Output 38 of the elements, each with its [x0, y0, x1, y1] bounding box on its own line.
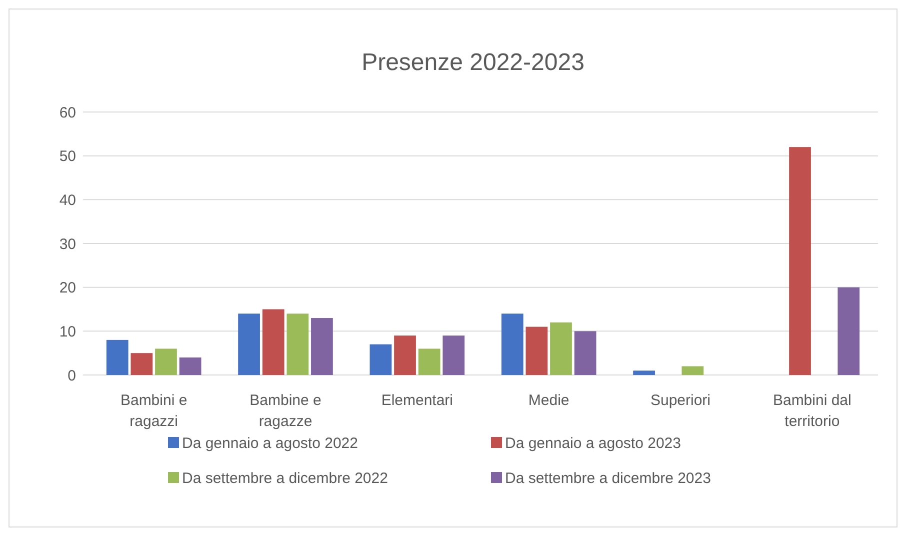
y-tick-label: 60 — [59, 104, 76, 122]
bar — [789, 147, 811, 375]
legend-label: Da settembre a dicembre 2022 — [182, 470, 388, 487]
y-tick-label: 20 — [59, 280, 76, 297]
bar — [155, 348, 177, 375]
bar — [442, 336, 465, 375]
legend-label: Da gennaio a agosto 2023 — [505, 435, 681, 452]
bar — [238, 314, 260, 375]
chart-title: Presenze 2022-2023 — [362, 49, 584, 76]
y-tick-label: 50 — [59, 148, 76, 166]
bar — [550, 322, 572, 375]
bar — [394, 336, 416, 375]
bar — [682, 366, 704, 375]
y-tick-label: 0 — [68, 367, 76, 384]
x-tick-label: Medie — [528, 392, 570, 409]
bar — [106, 340, 128, 375]
y-tick-label: 40 — [59, 192, 76, 209]
bar — [370, 344, 392, 375]
x-tick-label: Bambine e ragazze — [250, 392, 322, 430]
bar — [179, 357, 202, 375]
legend-label: Da gennaio a agosto 2022 — [182, 435, 358, 452]
bar — [633, 370, 655, 375]
bar — [311, 318, 333, 375]
bar — [501, 314, 524, 375]
x-tick-label: Elementari — [381, 392, 454, 409]
bar — [838, 287, 860, 375]
x-tick-label: Bambini dal territorio — [772, 392, 852, 430]
bar — [418, 348, 440, 375]
bar — [526, 326, 548, 375]
bar — [262, 309, 284, 375]
x-tick-label: Bambini e ragazzi — [120, 392, 188, 430]
bar — [574, 331, 596, 375]
bar — [130, 353, 153, 375]
x-tick-label: Superiori — [650, 392, 711, 409]
y-tick-label: 10 — [59, 323, 76, 340]
bar — [286, 314, 309, 375]
legend-label: Da settembre a dicembre 2023 — [505, 470, 711, 487]
y-tick-label: 30 — [59, 236, 76, 253]
